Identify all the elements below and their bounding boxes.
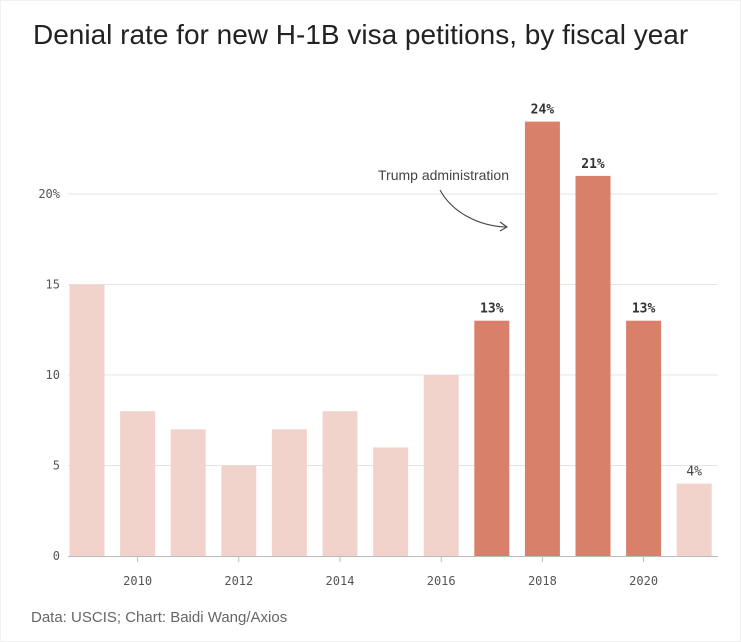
bar-2014: [322, 411, 358, 556]
gridlines: [68, 193, 718, 466]
data-labels: 13% 24% 21% 13% 4%: [480, 103, 702, 480]
bar-2020: [626, 320, 662, 556]
data-label: 4%: [686, 465, 702, 480]
data-label: 13%: [480, 302, 504, 317]
bars: [69, 121, 712, 556]
y-tick-label: 10: [46, 368, 60, 382]
bar-2021: [676, 483, 712, 556]
annotation-text: Trump administration: [378, 167, 509, 183]
x-tick-label: 2016: [427, 574, 456, 588]
bar-2017: [474, 320, 510, 556]
bar-2013: [271, 429, 307, 556]
chart-title: Denial rate for new H-1B visa petitions,…: [33, 19, 689, 50]
x-axis-ticks: 2010 2012 2014 2016 2018 2020: [68, 556, 718, 588]
chart-source: Data: USCIS; Chart: Baidi Wang/Axios: [31, 609, 288, 626]
bar-2012: [221, 465, 257, 556]
annotation: Trump administration: [378, 167, 509, 232]
y-tick-label: 15: [46, 278, 60, 292]
bar-2019: [575, 175, 611, 556]
y-tick-label: 20%: [38, 187, 60, 201]
bar-2015: [373, 447, 409, 556]
x-tick-label: 2014: [326, 574, 355, 588]
annotation-arrow: [439, 189, 507, 228]
x-tick-label: 2018: [528, 574, 557, 588]
bar-2009: [69, 284, 105, 556]
y-tick-label: 0: [53, 549, 60, 563]
annotation-arrowhead: [499, 221, 509, 232]
data-label: 21%: [581, 157, 605, 172]
bar-2016: [423, 375, 459, 556]
x-tick-label: 2020: [629, 574, 658, 588]
bar-2018: [524, 121, 560, 556]
bar-2011: [170, 429, 206, 556]
bar-2010: [120, 411, 156, 556]
x-tick-label: 2012: [224, 574, 253, 588]
y-tick-label: 5: [53, 459, 60, 473]
y-axis-ticks: 0 5 10 15 20%: [38, 187, 60, 563]
data-label: 13%: [632, 302, 656, 317]
x-tick-label: 2010: [123, 574, 152, 588]
data-label: 24%: [531, 103, 555, 118]
